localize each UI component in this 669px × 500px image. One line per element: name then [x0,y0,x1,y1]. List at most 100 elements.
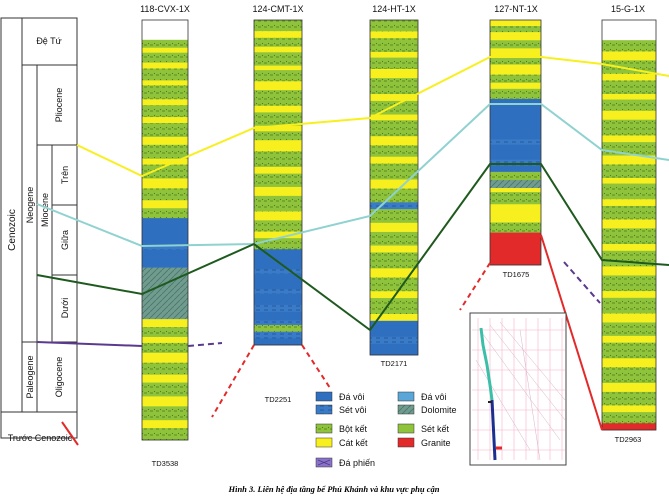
neogene-label: Neogene [25,187,35,224]
lithology-band [370,94,418,102]
lithology-band [602,93,656,100]
lithology-band [370,291,418,299]
lithology-band [142,319,188,328]
lithology-band [142,39,188,49]
well-column [369,19,419,356]
column-frame [369,19,419,356]
lithology-band [142,99,188,106]
legend-label-da-voi-2: Đá vôi [421,392,447,402]
lithology-band [254,131,302,141]
lithology-band [254,304,302,312]
legend-label-da-phien: Đá phiến [339,458,375,468]
lithology-band [142,218,188,247]
lithology-band [254,269,302,275]
lithology-band [254,52,302,66]
lithology-band [254,70,302,82]
pre-cenozoic-label: Trước Cenozoic [8,433,73,443]
lithology-band [602,342,656,359]
duoi-label: Dưới [60,298,70,318]
lithology-band [490,64,541,75]
lithology-band [254,331,302,339]
lithology-band [370,179,418,189]
lithology-band [602,80,656,95]
lithology-band [142,178,188,189]
lithology-band [254,140,302,152]
lithology-band [370,231,418,246]
lithology-band [602,199,656,207]
lithology-band [254,273,302,290]
td-label: TD2963 [615,435,642,444]
lithology-band [370,336,418,344]
lithology-band [142,158,188,165]
lithology-band [142,136,188,146]
lithology-band [602,119,656,136]
lithology-band [490,20,541,27]
legend: Đá vôi Sét vôi Đá vôi Dolomite Bột kết C… [315,391,457,468]
lithology-band [602,244,656,252]
basement-line [61,421,79,446]
lithology-band [370,343,418,356]
lithology-band [254,211,302,221]
lithology-band [254,324,302,332]
lithology-band [142,420,188,429]
lithology-band [602,177,656,184]
lithology-band [142,123,188,138]
lithology-band [142,164,188,179]
lithology-band [370,268,418,278]
legend-item-dolomite: Dolomite [397,404,457,415]
lithology-band [142,52,188,63]
lithology-band [602,20,656,41]
lithology-band [602,423,656,431]
lithology-band [142,245,188,251]
lithology-band [370,100,418,115]
miocene-label: Miocene [40,193,50,227]
lithology-band [602,275,656,292]
legend-item-set-ket: Sét kết [397,423,450,434]
lithology-band [370,188,418,203]
lithology-band [602,135,656,143]
lithology-band [602,322,656,337]
lithology-band [602,367,656,384]
inset-mini-chart [469,312,567,466]
lithology-band [254,173,302,188]
lithology-band [602,183,656,200]
lithology-band [142,362,188,375]
pliocene-label: Pliocene [54,88,64,123]
lithology-band [370,120,418,137]
lithology-band [370,69,418,79]
lithology-band [602,382,656,393]
well-name-label: 15-G-1X [611,4,645,14]
lithology-band [602,291,656,299]
lithology-band [142,342,188,354]
lithology-band [490,159,541,167]
td-label: TD2171 [381,359,408,368]
well-name-label: 124-HT-1X [372,4,416,14]
lithology-band [370,136,418,146]
td-label: TD1675 [503,270,530,279]
lithology-band [490,222,541,233]
lithology-band [142,188,188,201]
era-label: Cenozoic [7,209,18,251]
lithology-band [254,31,302,39]
lithology-band [490,48,541,57]
legend-item-da-phien: Đá phiến [315,457,375,468]
lithology-band [142,249,188,268]
lithology-band [254,238,302,250]
red-dash-right [301,344,331,389]
giua-label: Giữa [60,230,70,250]
lithology-band [254,105,302,113]
lithology-band [602,155,656,165]
lithology-band [602,412,656,424]
well-column [253,19,303,346]
lithology-band [490,82,541,90]
lithology-band [370,209,418,224]
lithology-band [370,163,418,180]
lithology-band [602,99,656,112]
lithology-band [490,204,541,223]
well-name-label: 118-CVX-1X [140,4,190,14]
lithology-band [602,205,656,220]
lithology-band [602,335,656,343]
well-columns [141,19,657,441]
lithology-band [254,166,302,174]
